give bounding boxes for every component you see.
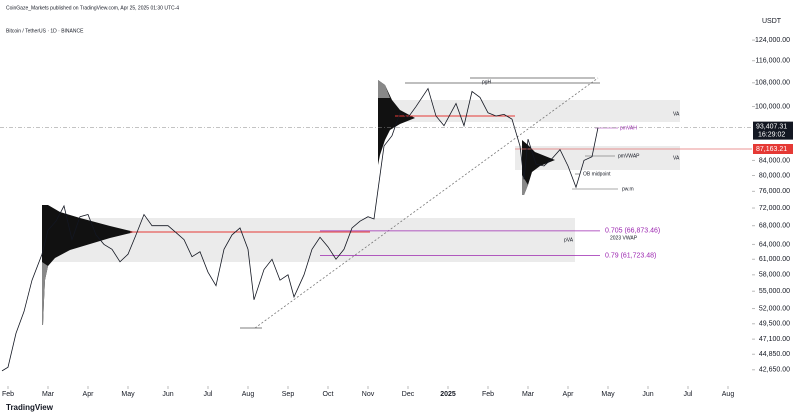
y-tick-label: 84,000.00 <box>759 157 790 164</box>
volume-profile-outside <box>522 175 528 195</box>
annotation: OB midpoint <box>583 171 611 177</box>
price-line <box>1 87 599 372</box>
y-tick-label: 76,000.00 <box>759 188 790 195</box>
fib-label: 0.705 (66,873.46) <box>605 228 660 235</box>
x-tick-label: Dec <box>402 391 415 398</box>
x-tick-label: Jun <box>162 391 173 398</box>
volume-profile-outside <box>42 262 48 325</box>
volume-profile-outside <box>378 80 390 98</box>
x-tick-label: Apr <box>563 391 575 398</box>
y-tick-label: 80,000.00 <box>759 172 790 179</box>
symbol-title: Bitcoin / TetherUS · 1D · BINANCE <box>6 28 84 34</box>
volume-profile <box>42 205 135 325</box>
y-tick-label: 47,100.00 <box>759 336 790 343</box>
annotation: VA <box>673 111 680 117</box>
value-area-zone <box>42 218 575 262</box>
x-tick-label: May <box>601 391 615 398</box>
y-tick-label: 52,000.00 <box>759 305 790 312</box>
y-tick-label: 108,000.00 <box>755 80 790 87</box>
x-tick-label: 2025 <box>440 391 456 398</box>
x-tick-label: Apr <box>83 391 95 398</box>
y-tick-label: 124,000.00 <box>755 37 790 44</box>
fib-label: 0.79 (61,723.48) <box>605 252 656 259</box>
y-tick-label: 61,000.00 <box>759 256 790 263</box>
volume-profile <box>522 140 555 195</box>
y-tick-label: 100,000.00 <box>755 103 790 110</box>
x-tick-label: Jul <box>684 391 693 398</box>
x-tick-label: Sep <box>282 391 295 398</box>
x-tick-label: Jul <box>204 391 213 398</box>
last-price-box <box>753 121 793 140</box>
y-tick-label: 49,500.00 <box>759 321 790 328</box>
countdown-label: 16:29:02 <box>758 131 785 138</box>
annotation: pw.m <box>622 186 634 192</box>
y-tick-label: 72,000.00 <box>759 205 790 212</box>
last-price-label: 93,407.31 <box>756 123 787 130</box>
axis-unit: USDT <box>762 18 782 25</box>
x-tick-label: Oct <box>323 391 334 398</box>
y-tick-label: 58,000.00 <box>759 272 790 279</box>
y-tick-label: 68,000.00 <box>759 223 790 230</box>
y-tick-label: 42,650.00 <box>759 367 790 374</box>
y-tick-label: 64,000.00 <box>759 241 790 248</box>
level-label: 87,163.21 <box>756 146 787 153</box>
y-tick-label: 44,850.00 <box>759 351 790 358</box>
level-box <box>753 143 793 154</box>
x-tick-label: Feb <box>482 391 494 398</box>
annotation: VA <box>673 155 680 161</box>
x-tick-label: Aug <box>242 391 255 398</box>
y-tick-label: 116,000.00 <box>755 58 790 65</box>
annotation: pmVAH <box>620 125 637 131</box>
x-tick-label: Mar <box>522 391 535 398</box>
value-area-zone <box>380 100 680 122</box>
x-tick-label: Feb <box>2 391 14 398</box>
publisher-line: CoinGaze_Markets published on TradingVie… <box>6 5 179 11</box>
trend-line <box>254 77 599 329</box>
annotation: pVA <box>564 237 574 243</box>
x-tick-label: Aug <box>722 391 735 398</box>
x-tick-label: May <box>121 391 135 398</box>
x-tick-label: Jun <box>642 391 653 398</box>
footer-logo: TradingView <box>6 403 54 412</box>
x-tick-label: Nov <box>362 391 375 398</box>
x-tick-label: Mar <box>42 391 55 398</box>
annotation: 2023 VWAP <box>610 235 638 241</box>
annotation: pmVWAP <box>618 153 640 159</box>
annotation: pgH <box>482 79 492 85</box>
y-tick-label: 55,000.00 <box>759 288 790 295</box>
